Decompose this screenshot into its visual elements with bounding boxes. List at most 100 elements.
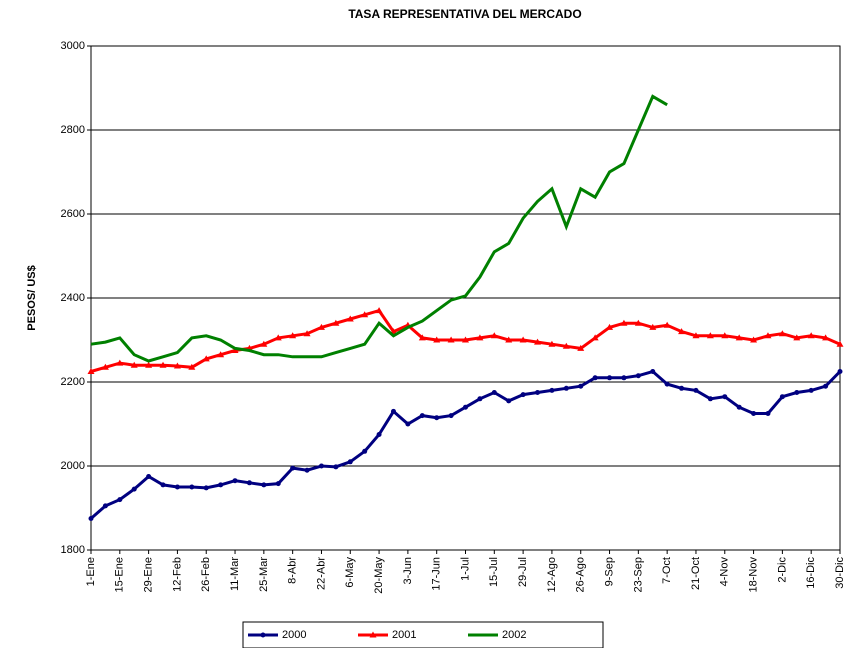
x-tick-label: 25-Mar <box>258 557 270 592</box>
data-point <box>578 383 584 389</box>
x-tick-label: 6-May <box>344 557 356 588</box>
x-tick-label: 18-Nov <box>747 557 759 593</box>
data-point <box>261 482 267 488</box>
data-point <box>505 336 513 343</box>
data-point <box>764 332 772 339</box>
data-point <box>346 315 354 322</box>
y-tick-label: 2800 <box>61 124 85 136</box>
data-point <box>145 361 153 368</box>
data-point <box>304 467 310 473</box>
x-tick-label: 1-Ene <box>85 557 97 586</box>
data-point <box>218 482 224 488</box>
data-point <box>621 375 627 381</box>
data-point <box>289 332 297 339</box>
data-point <box>318 463 324 469</box>
legend-label: 2000 <box>282 629 306 641</box>
data-point <box>131 486 137 492</box>
data-point <box>721 332 729 339</box>
x-tick-label: 4-Nov <box>719 557 731 587</box>
legend-label: 2002 <box>502 629 526 641</box>
y-tick-label: 2600 <box>61 208 85 220</box>
legend-box <box>242 621 604 648</box>
data-point <box>130 361 138 368</box>
data-point <box>793 334 801 341</box>
x-tick-label: 7-Oct <box>661 557 673 584</box>
data-point <box>101 363 109 370</box>
data-point <box>794 390 800 395</box>
data-point <box>607 375 613 381</box>
y-tick-label: 2200 <box>61 376 85 388</box>
data-point <box>506 398 512 404</box>
data-point <box>476 334 484 341</box>
data-point <box>679 385 685 391</box>
data-point <box>390 408 396 414</box>
data-point <box>362 448 368 454</box>
data-point <box>303 330 311 337</box>
data-point <box>664 381 670 387</box>
data-point <box>188 363 196 370</box>
x-tick-label: 20-May <box>373 557 385 594</box>
data-point <box>405 421 411 427</box>
data-point <box>591 334 599 341</box>
data-point <box>692 332 700 339</box>
data-point <box>563 385 569 391</box>
data-point <box>520 392 526 398</box>
data-point <box>347 459 353 465</box>
series-line <box>90 369 842 520</box>
data-point <box>535 390 541 395</box>
data-point <box>189 484 195 490</box>
data-point <box>779 394 785 400</box>
data-point <box>274 334 282 341</box>
data-point <box>707 396 713 402</box>
data-point <box>634 319 642 326</box>
data-point <box>146 474 152 479</box>
x-tick-label: 29-Ene <box>143 557 155 592</box>
data-point <box>434 415 440 421</box>
x-tick-label: 15-Ene <box>114 557 126 592</box>
data-point <box>735 334 743 341</box>
data-point <box>361 311 369 318</box>
data-point <box>202 355 210 362</box>
data-point <box>174 484 180 490</box>
x-tick-label: 29-Jul <box>517 557 529 587</box>
x-tick-label: 30-Dic <box>834 557 846 589</box>
data-point <box>606 323 614 330</box>
data-point <box>160 482 166 488</box>
data-point <box>333 464 339 470</box>
data-point <box>562 342 570 349</box>
data-point <box>447 336 455 343</box>
x-tick-label: 26-Ago <box>575 557 587 592</box>
data-point <box>275 481 281 487</box>
legend-marker <box>369 631 377 638</box>
data-point <box>260 340 268 347</box>
data-point <box>433 336 441 343</box>
data-point <box>706 332 714 339</box>
data-point <box>620 319 628 326</box>
data-point <box>491 390 497 395</box>
data-point <box>477 396 483 402</box>
data-point <box>217 351 225 358</box>
data-point <box>376 432 382 437</box>
legend-marker <box>260 632 266 638</box>
data-point <box>419 413 425 419</box>
data-point <box>823 383 829 389</box>
data-point <box>317 323 325 330</box>
y-tick-label: 2400 <box>61 292 85 304</box>
x-tick-label: 3-Jun <box>402 557 414 585</box>
data-point <box>231 347 239 353</box>
data-point <box>765 411 771 416</box>
legend-label: 2001 <box>392 629 416 641</box>
y-axis-label: PESOS/ US$ <box>26 265 38 330</box>
x-tick-label: 26-Feb <box>200 557 212 592</box>
data-point <box>232 478 238 484</box>
x-tick-label: 11-Mar <box>229 557 241 591</box>
data-point <box>116 359 124 366</box>
x-tick-label: 12-Feb <box>171 557 183 592</box>
data-point <box>332 319 340 326</box>
data-point <box>534 338 542 345</box>
data-point <box>678 328 686 335</box>
data-point <box>462 336 469 343</box>
x-tick-label: 12-Ago <box>546 557 558 592</box>
data-point <box>822 334 830 341</box>
